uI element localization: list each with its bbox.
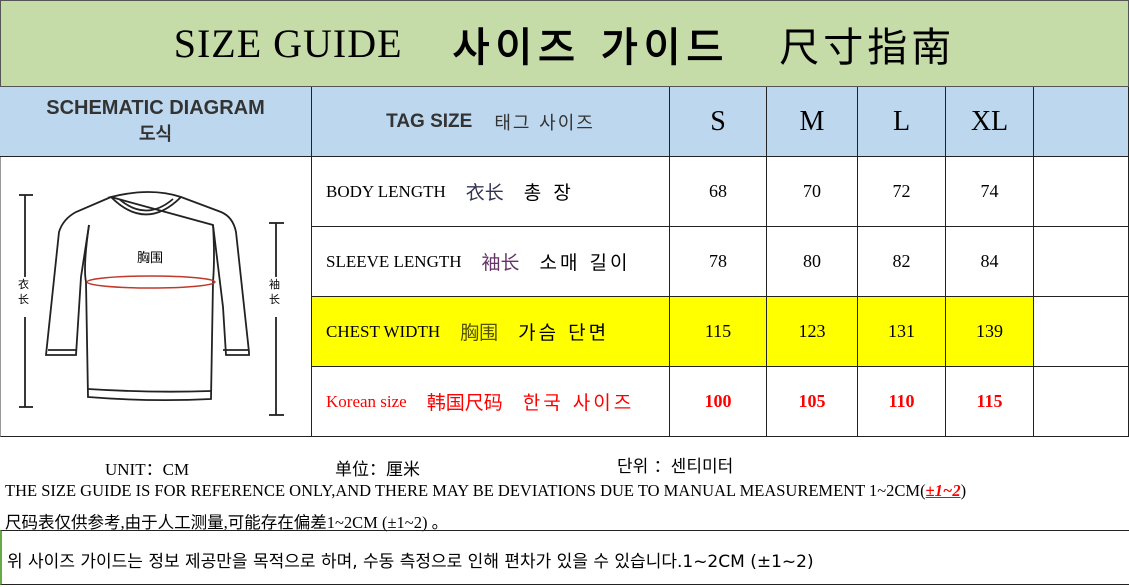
diagram-header-en: SCHEMATIC DIAGRAM bbox=[46, 97, 265, 119]
body-length-label: 衣长 bbox=[18, 278, 29, 306]
row-label-ko: 총 장 bbox=[523, 182, 574, 204]
size-value: 123 bbox=[767, 297, 858, 367]
size-value: 82 bbox=[858, 227, 946, 297]
title-ko: 사이즈 가이드 bbox=[452, 24, 730, 71]
diagram-header: SCHEMATIC DIAGRAM 도식 bbox=[0, 87, 312, 157]
size-value: 105 bbox=[767, 367, 858, 437]
size-s-header: S bbox=[670, 87, 767, 157]
row-label-en: SLEEVE LENGTH bbox=[326, 251, 462, 271]
row-label-ko: 가슴 단면 bbox=[518, 322, 610, 344]
size-xl-header: XL bbox=[946, 87, 1034, 157]
row-label-ko: 소매 길이 bbox=[539, 252, 631, 274]
size-value: 131 bbox=[858, 297, 946, 367]
title-banner: SIZE GUIDE 사이즈 가이드 尺寸指南 bbox=[0, 0, 1129, 87]
row-label-zh: 衣长 bbox=[465, 183, 504, 204]
disclaimer-en-end: ) bbox=[960, 481, 967, 500]
empty-cell bbox=[1034, 157, 1129, 227]
disclaimer-ko: 위 사이즈 가이드는 정보 제공만을 목적으로 하며, 수동 측정으로 인해 편… bbox=[7, 552, 814, 572]
disclaimer-zh: 尺码表仅供参考,由于人工测量,可能存在偏差1~2CM (±1~2) 。 bbox=[5, 513, 449, 532]
sweater-icon bbox=[16, 191, 285, 416]
title-en: SIZE GUIDE bbox=[173, 21, 403, 66]
row-label-zh: 胸围 bbox=[460, 323, 499, 344]
size-value: 115 bbox=[670, 297, 767, 367]
size-value: 80 bbox=[767, 227, 858, 297]
disclaimer-ko-row: 위 사이즈 가이드는 정보 제공만을 목적으로 하며, 수동 측정으로 인해 편… bbox=[0, 530, 1129, 585]
sleeve-length-label: 袖长 bbox=[269, 278, 280, 306]
empty-header bbox=[1034, 87, 1129, 157]
size-value: 70 bbox=[767, 157, 858, 227]
size-value: 139 bbox=[946, 297, 1034, 367]
row-label: BODY LENGTH 衣长 총 장 bbox=[312, 157, 670, 227]
unit-zh: 单位：厘米 bbox=[335, 460, 420, 479]
tag-size-ko: 태그 사이즈 bbox=[494, 112, 595, 134]
row-label-zh: 韩国尺码 bbox=[426, 393, 503, 414]
disclaimer-en-text: THE SIZE GUIDE IS FOR REFERENCE ONLY,AND… bbox=[5, 481, 926, 500]
size-value: 74 bbox=[946, 157, 1034, 227]
disclaimer-en-tolerance: ±1~2 bbox=[925, 481, 961, 500]
row-label-en: Korean size bbox=[326, 391, 407, 411]
title-zh: 尺寸指南 bbox=[779, 24, 956, 71]
empty-cell bbox=[1034, 227, 1129, 297]
size-value: 100 bbox=[670, 367, 767, 437]
row-label-en: CHEST WIDTH bbox=[326, 321, 441, 341]
unit-ko: 단위 ：센티미터 bbox=[617, 457, 734, 477]
size-value: 72 bbox=[858, 157, 946, 227]
chest-label: 胸围 bbox=[137, 251, 164, 266]
row-label-zh: 袖长 bbox=[481, 253, 520, 274]
diagram-header-ko: 도식 bbox=[138, 124, 173, 145]
tag-size-header: TAG SIZE 태그 사이즈 bbox=[312, 87, 670, 157]
size-m-header: M bbox=[767, 87, 858, 157]
size-value: 110 bbox=[858, 367, 946, 437]
row-label-ko: 한국 사이즈 bbox=[522, 392, 635, 414]
empty-cell bbox=[1034, 297, 1129, 367]
empty-cell bbox=[1034, 367, 1129, 437]
sweater-diagram: 胸围 衣长 袖长 bbox=[0, 157, 312, 437]
size-value: 115 bbox=[946, 367, 1034, 437]
row-label: SLEEVE LENGTH 袖长 소매 길이 bbox=[312, 227, 670, 297]
row-label: Korean size 韩国尺码 한국 사이즈 bbox=[312, 367, 670, 437]
row-label: CHEST WIDTH 胸围 가슴 단면 bbox=[312, 297, 670, 367]
row-label-en: BODY LENGTH bbox=[326, 181, 446, 201]
size-value: 78 bbox=[670, 227, 767, 297]
disclaimer-en: THE SIZE GUIDE IS FOR REFERENCE ONLY,AND… bbox=[5, 481, 966, 501]
size-l-header: L bbox=[858, 87, 946, 157]
size-value: 84 bbox=[946, 227, 1034, 297]
unit-en: UNIT：CM bbox=[105, 460, 190, 479]
tag-size-en: TAG SIZE bbox=[386, 110, 473, 132]
size-value: 68 bbox=[670, 157, 767, 227]
